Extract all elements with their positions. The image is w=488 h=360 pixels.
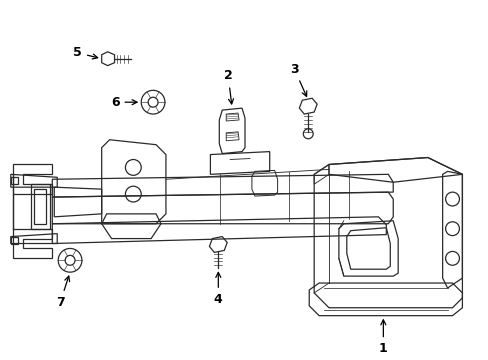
Text: 6: 6	[111, 96, 137, 109]
Text: 5: 5	[73, 46, 98, 59]
Text: 1: 1	[378, 320, 387, 355]
Text: 7: 7	[56, 276, 69, 309]
Text: 4: 4	[213, 273, 222, 306]
Text: 2: 2	[224, 69, 233, 104]
Text: 3: 3	[289, 63, 306, 96]
